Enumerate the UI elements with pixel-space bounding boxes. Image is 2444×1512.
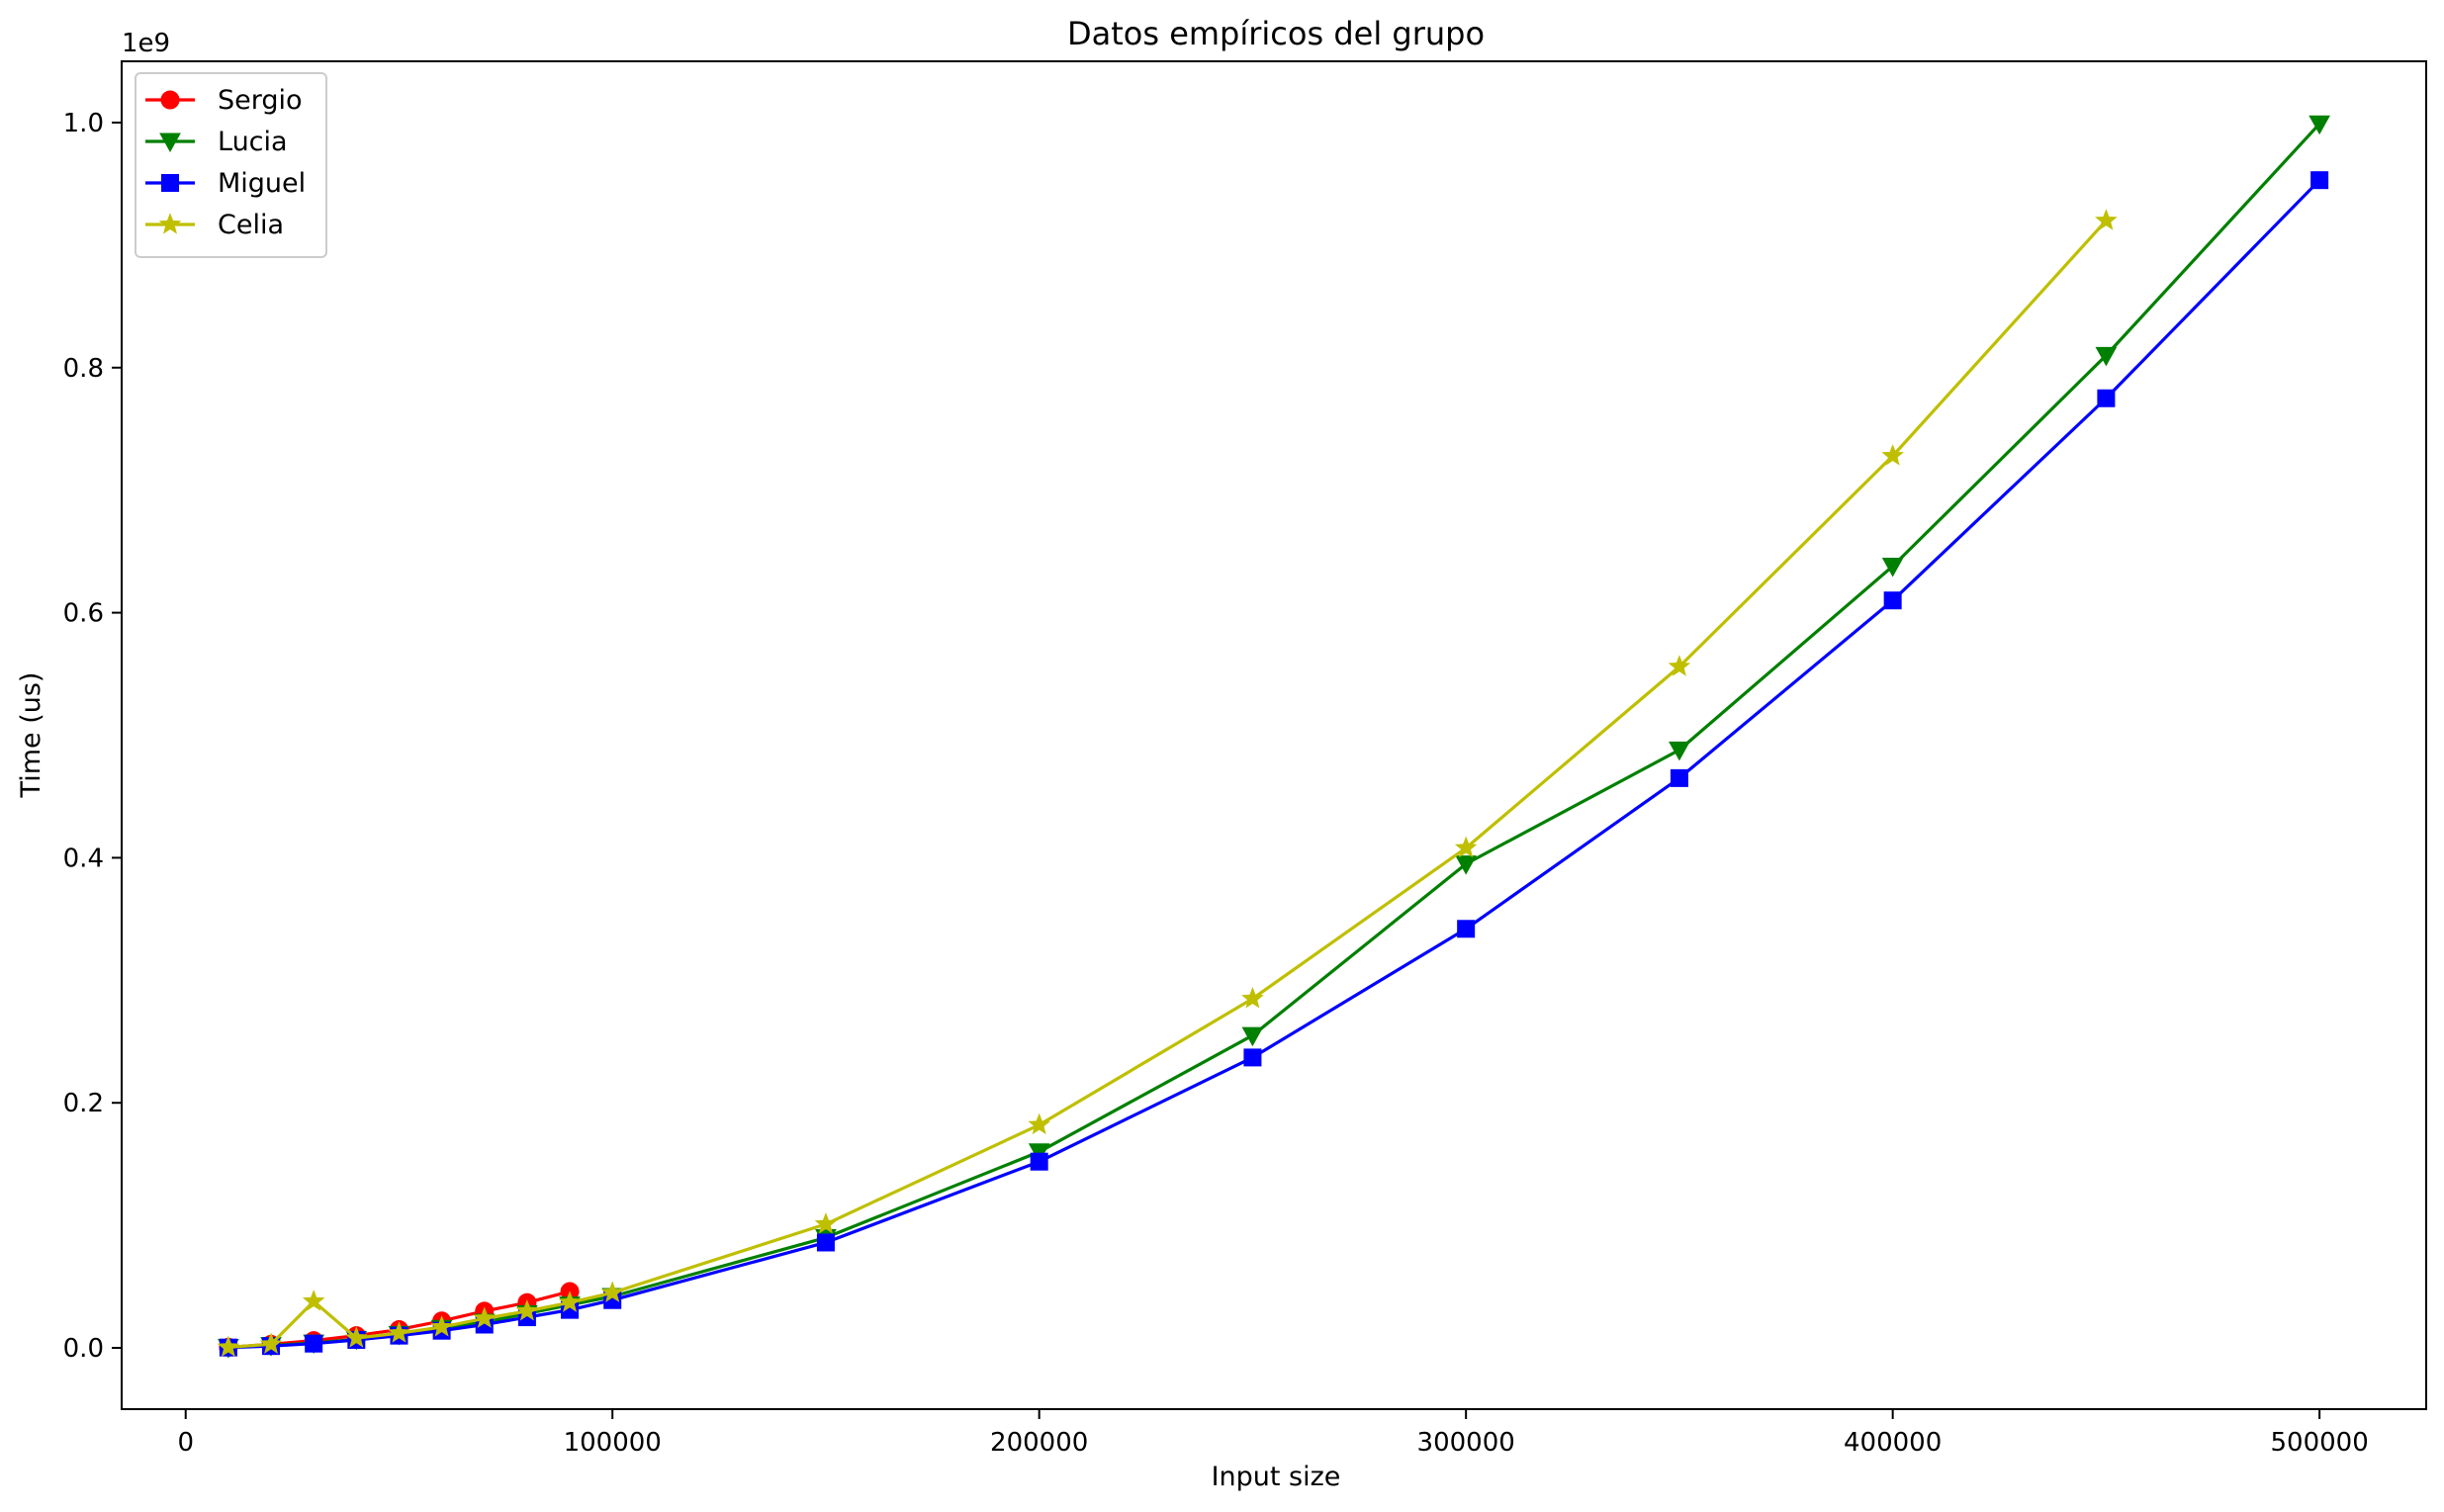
data-point-celia <box>430 1315 453 1337</box>
data-point-lucia <box>1241 1026 1264 1047</box>
legend-item-lucia: Lucia <box>145 127 288 157</box>
data-point-celia <box>1454 836 1478 858</box>
data-point-celia <box>2095 209 2118 230</box>
data-point-miguel <box>1883 591 1902 610</box>
y-tick-label: 0.6 <box>63 599 104 629</box>
data-point-celia <box>259 1332 283 1354</box>
legend-swatch-marker <box>161 174 179 192</box>
data-point-lucia <box>1881 558 1904 578</box>
x-axis: 0 100000 200000 300000 400000 500000 <box>177 1409 2369 1458</box>
legend-label: Celia <box>218 210 284 240</box>
legend-item-celia: Celia <box>145 210 284 240</box>
data-point-celia <box>1881 444 1904 466</box>
series-celia <box>217 209 2118 1358</box>
data-point-celia <box>473 1306 497 1328</box>
x-tick-label: 500000 <box>2270 1428 2368 1458</box>
data-point-lucia <box>1669 741 1690 761</box>
data-point-celia <box>1028 1112 1050 1135</box>
data-point-celia <box>515 1298 539 1321</box>
data-point-lucia <box>2095 346 2118 367</box>
chart-title: Datos empíricos del grupo <box>1067 15 1485 52</box>
data-point-miguel <box>1243 1048 1262 1067</box>
data-point-miguel <box>816 1233 835 1252</box>
data-point-lucia <box>1455 855 1478 875</box>
data-point-miguel <box>1030 1152 1048 1171</box>
legend-swatch-marker <box>160 90 180 110</box>
data-point-celia <box>217 1335 240 1358</box>
data-point-miguel <box>2097 389 2116 407</box>
y-tick-label: 0.0 <box>63 1334 104 1364</box>
x-tick-label: 300000 <box>1417 1428 1515 1458</box>
legend-swatch-marker <box>158 213 182 234</box>
data-point-miguel <box>2310 171 2329 190</box>
legend-label: Sergio <box>218 85 303 116</box>
data-point-miguel <box>305 1334 323 1353</box>
x-tick-label: 200000 <box>990 1428 1088 1458</box>
series-layer <box>217 115 2330 1359</box>
x-tick-label: 0 <box>177 1428 194 1458</box>
y-tick-label: 1.0 <box>63 109 104 138</box>
data-point-celia <box>814 1212 838 1234</box>
x-tick-label: 400000 <box>1844 1428 1942 1458</box>
y-axis: 0.0 0.2 0.4 0.6 0.8 1.0 <box>63 109 122 1364</box>
x-axis-label: Input size <box>1212 1462 1341 1492</box>
data-point-celia <box>558 1290 582 1312</box>
data-point-celia <box>388 1321 410 1343</box>
data-point-celia <box>1241 987 1264 1009</box>
legend-item-sergio: Sergio <box>145 85 303 116</box>
legend-box <box>135 72 327 258</box>
y-tick-label: 0.4 <box>63 844 104 873</box>
data-point-miguel <box>1670 768 1688 787</box>
legend-swatch-marker <box>159 133 181 153</box>
legend-item-miguel: Miguel <box>145 168 306 199</box>
data-point-celia <box>1668 655 1691 676</box>
y-tick-label: 0.2 <box>63 1089 104 1118</box>
plot-frame <box>121 60 2427 1410</box>
x-tick-label: 100000 <box>564 1428 662 1458</box>
legend: Sergio Lucia Miguel Celia <box>135 72 327 258</box>
y-offset-label: 1e9 <box>122 29 170 58</box>
legend-label: Lucia <box>218 127 288 157</box>
y-axis-label: Time (us) <box>16 672 46 799</box>
y-tick-label: 0.8 <box>63 354 104 384</box>
data-point-celia <box>600 1281 624 1302</box>
data-point-celia <box>345 1326 368 1348</box>
data-point-celia <box>302 1290 325 1311</box>
legend-label: Miguel <box>218 168 306 199</box>
data-point-miguel <box>1457 920 1476 938</box>
data-point-lucia <box>2308 115 2330 135</box>
